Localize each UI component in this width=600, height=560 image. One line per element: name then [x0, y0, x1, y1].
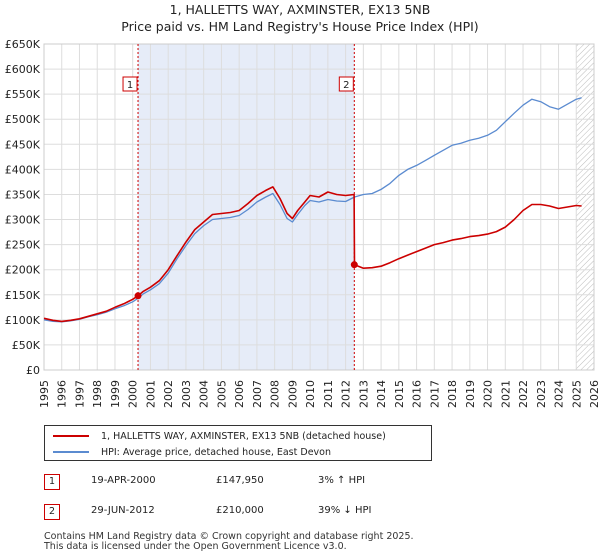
sale-marker-label: 1: [44, 474, 60, 490]
footer-line: This data is licensed under the Open Gov…: [44, 541, 347, 552]
y-tick-label: £550K: [5, 88, 41, 101]
chart-subtitle: Price paid vs. HM Land Registry's House …: [121, 19, 479, 34]
x-tick-label: 2015: [393, 380, 406, 408]
y-tick-label: £400K: [5, 163, 41, 176]
forecast-hatch: [576, 44, 594, 370]
sale-date: 29-JUN-2012: [91, 505, 155, 516]
series-line-hpi: [43, 97, 582, 323]
x-tick-label: 2014: [375, 380, 388, 408]
x-tick-label: 2007: [251, 380, 264, 408]
sale-label-text: 2: [343, 80, 349, 91]
x-tick-label: 2000: [127, 380, 140, 408]
price-chart: £0 £50K £100K £150K £200K £250K £300K £350K £400…: [5, 38, 600, 408]
sale-hpi-diff: 39% ↓ HPI: [318, 505, 372, 516]
sale-point: [350, 261, 358, 269]
x-tick-label: 2020: [482, 380, 495, 408]
x-tick-label: 2023: [535, 380, 548, 408]
y-tick-label: £600K: [5, 63, 41, 76]
y-tick-label: £250K: [5, 239, 41, 252]
x-tick-label: 2003: [180, 380, 193, 408]
x-tick-label: 2001: [144, 380, 157, 408]
x-tick-label: 2009: [286, 380, 299, 408]
y-tick-label: £0: [26, 364, 40, 377]
x-tick-label: 2012: [340, 380, 353, 408]
y-tick-label: £100K: [5, 314, 41, 327]
x-tick-label: 1996: [56, 380, 69, 408]
legend-label-hpi: HPI: Average price, detached house, East…: [101, 446, 331, 458]
legend-swatch-property: [53, 435, 89, 437]
legend-item-property: 1, HALLETTS WAY, AXMINSTER, EX13 5NB (de…: [53, 429, 386, 443]
footer-line: Contains HM Land Registry data © Crown c…: [44, 531, 414, 542]
x-tick-label: 2017: [428, 380, 441, 408]
y-tick-label: £50K: [12, 339, 41, 352]
sale-point: [134, 292, 142, 300]
x-tick-label: 2019: [464, 380, 477, 408]
y-tick-label: £150K: [5, 289, 41, 302]
sale-label-box: [338, 76, 354, 92]
x-tick-label: 2002: [162, 380, 175, 408]
sale-label-box: [122, 76, 138, 92]
x-tick-label: 2026: [588, 380, 600, 408]
x-tick-label: 1998: [91, 380, 104, 408]
x-tick-label: 1995: [38, 380, 51, 408]
x-tick-label: 2016: [411, 380, 424, 408]
sale-marker-label: 2: [44, 504, 60, 520]
x-tick-label: 2024: [553, 380, 566, 408]
legend-swatch-hpi: [53, 451, 89, 453]
x-tick-label: 2006: [233, 380, 246, 408]
chart-title: 1, HALLETTS WAY, AXMINSTER, EX13 5NB: [169, 2, 431, 17]
y-tick-label: £500K: [5, 113, 41, 126]
sale-date: 19-APR-2000: [91, 475, 156, 486]
legend-label-property: 1, HALLETTS WAY, AXMINSTER, EX13 5NB (de…: [101, 430, 386, 442]
x-tick-label: 2010: [304, 380, 317, 408]
plot-frame: [43, 43, 595, 371]
legend: 1, HALLETTS WAY, AXMINSTER, EX13 5NB (de…: [44, 425, 432, 461]
sale-hpi-diff: 3% ↑ HPI: [318, 475, 366, 486]
sale-price: £210,000: [216, 505, 264, 516]
sale-label-text: 1: [127, 80, 133, 91]
x-tick-label: 2008: [269, 380, 282, 408]
x-tick-label: 2011: [322, 380, 335, 408]
sale-price: £147,950: [216, 475, 264, 486]
y-tick-label: £650K: [5, 38, 41, 51]
y-tick-label: £350K: [5, 188, 41, 201]
legend-item-hpi: HPI: Average price, detached house, East…: [53, 445, 331, 459]
x-tick-label: 2018: [446, 380, 459, 408]
x-tick-label: 2005: [215, 380, 228, 408]
x-tick-label: 2021: [499, 380, 512, 408]
x-tick-label: 1997: [73, 380, 86, 408]
x-tick-label: 2025: [570, 380, 583, 408]
x-tick-label: 2004: [198, 380, 211, 408]
x-tick-label: 2013: [357, 380, 370, 408]
y-tick-label: £450K: [5, 138, 41, 151]
footer: Contains HM Land Registry data © Crown c…: [44, 532, 414, 552]
y-tick-label: £300K: [5, 214, 41, 227]
y-tick-label: £200K: [5, 264, 41, 277]
x-tick-label: 1999: [109, 380, 122, 408]
x-tick-label: 2022: [517, 380, 530, 408]
ownership-shade: [138, 44, 355, 370]
